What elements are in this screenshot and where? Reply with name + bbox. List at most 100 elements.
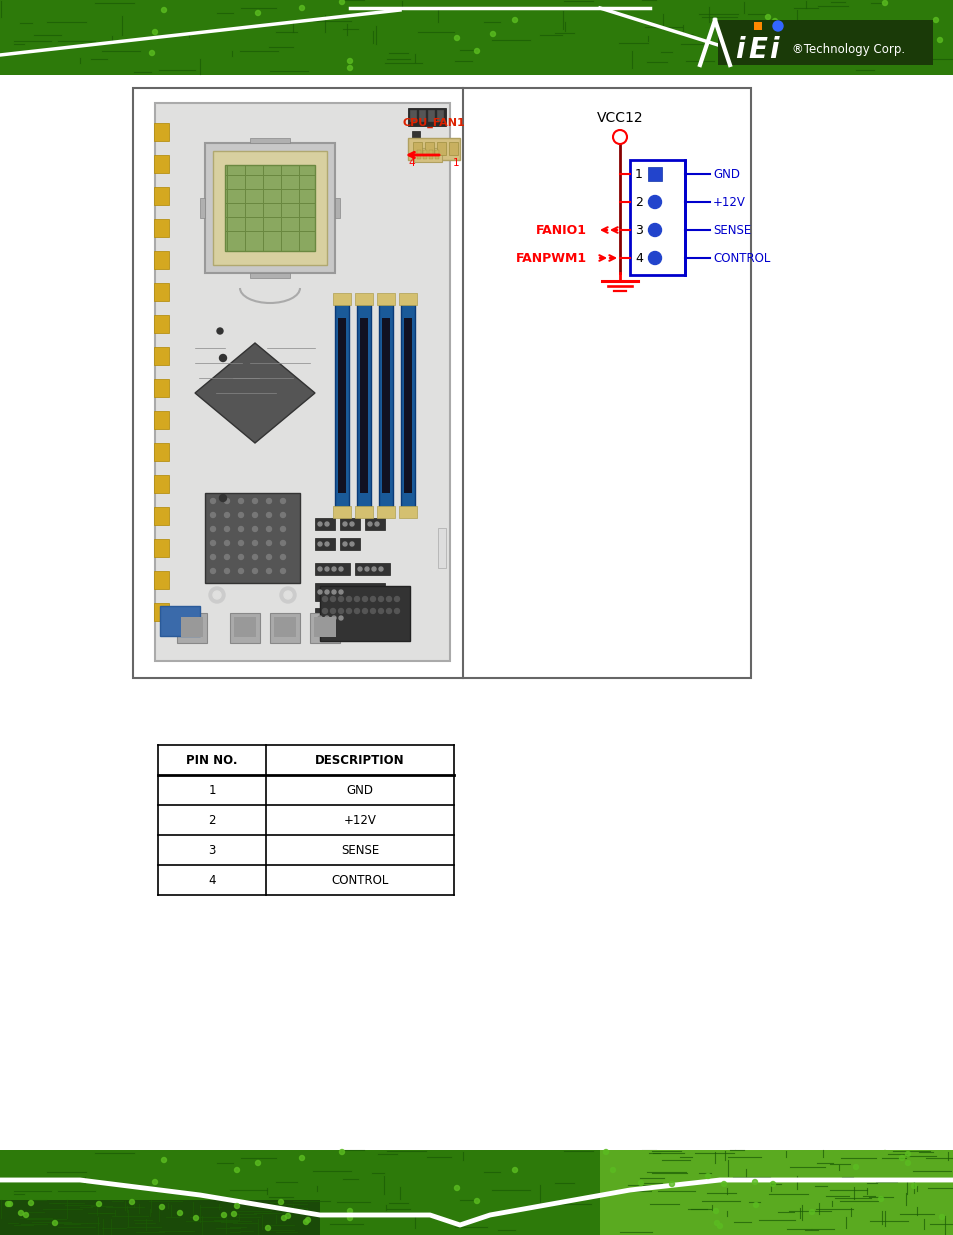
- Circle shape: [378, 597, 383, 601]
- Circle shape: [284, 592, 292, 599]
- Circle shape: [211, 513, 215, 517]
- Circle shape: [346, 597, 351, 601]
- Bar: [250, 273, 290, 278]
- Circle shape: [474, 1198, 479, 1203]
- Circle shape: [224, 526, 230, 531]
- Circle shape: [317, 590, 322, 594]
- Circle shape: [224, 541, 230, 546]
- Circle shape: [150, 51, 154, 56]
- Circle shape: [285, 1214, 291, 1219]
- Text: VCC12: VCC12: [596, 111, 642, 125]
- Text: DESCRIPTION: DESCRIPTION: [314, 753, 404, 767]
- Circle shape: [266, 526, 272, 531]
- Circle shape: [216, 329, 223, 333]
- Circle shape: [454, 36, 459, 41]
- Bar: [314, 583, 385, 601]
- Bar: [205, 143, 335, 273]
- Bar: [314, 608, 365, 629]
- Circle shape: [350, 522, 354, 526]
- Circle shape: [213, 592, 221, 599]
- Bar: [365, 517, 385, 530]
- Text: 4: 4: [635, 252, 642, 266]
- Polygon shape: [194, 343, 314, 443]
- Circle shape: [669, 1182, 674, 1187]
- Circle shape: [177, 1210, 182, 1215]
- Circle shape: [603, 1150, 608, 1155]
- Circle shape: [325, 567, 329, 571]
- Circle shape: [6, 1202, 10, 1207]
- Circle shape: [238, 526, 243, 531]
- Circle shape: [395, 609, 399, 614]
- Circle shape: [255, 11, 260, 16]
- Bar: [205, 493, 299, 583]
- Bar: [413, 142, 421, 156]
- Bar: [599, 1150, 953, 1235]
- Bar: [436, 110, 443, 122]
- Circle shape: [253, 541, 257, 546]
- Circle shape: [347, 58, 352, 63]
- Circle shape: [512, 1167, 517, 1172]
- Circle shape: [325, 542, 329, 546]
- Circle shape: [339, 0, 344, 5]
- Bar: [0, 1200, 319, 1235]
- Text: FANIO1: FANIO1: [536, 224, 586, 236]
- Text: 1: 1: [635, 168, 642, 182]
- Text: E: E: [748, 36, 767, 64]
- Bar: [225, 165, 314, 251]
- Circle shape: [764, 1165, 770, 1170]
- Circle shape: [339, 1150, 344, 1155]
- Bar: [753, 22, 761, 30]
- Circle shape: [713, 1209, 718, 1214]
- Circle shape: [280, 513, 285, 517]
- Circle shape: [898, 1197, 902, 1202]
- Circle shape: [386, 597, 391, 601]
- Bar: [599, 1150, 953, 1235]
- Circle shape: [238, 513, 243, 517]
- Circle shape: [325, 616, 329, 620]
- Circle shape: [280, 555, 285, 559]
- Circle shape: [330, 597, 335, 601]
- Text: CPU_FAN1: CPU_FAN1: [402, 117, 465, 128]
- Bar: [416, 149, 420, 159]
- Circle shape: [368, 522, 372, 526]
- Bar: [359, 317, 368, 493]
- Circle shape: [648, 224, 660, 236]
- Circle shape: [253, 568, 257, 573]
- Text: FANPWM1: FANPWM1: [516, 252, 586, 264]
- Circle shape: [234, 1203, 239, 1209]
- Bar: [270, 613, 299, 643]
- Circle shape: [904, 1161, 909, 1166]
- Circle shape: [939, 1214, 943, 1219]
- Text: i: i: [768, 36, 778, 64]
- Circle shape: [474, 48, 479, 53]
- Circle shape: [303, 1219, 308, 1224]
- Bar: [230, 613, 260, 643]
- Circle shape: [780, 56, 784, 61]
- Text: GND: GND: [712, 168, 740, 182]
- Circle shape: [219, 354, 226, 362]
- Circle shape: [346, 609, 351, 614]
- Bar: [181, 618, 203, 637]
- Bar: [153, 251, 169, 269]
- Bar: [428, 110, 435, 122]
- Circle shape: [343, 522, 347, 526]
- Bar: [376, 293, 395, 305]
- Circle shape: [280, 541, 285, 546]
- Circle shape: [338, 616, 343, 620]
- Circle shape: [224, 499, 230, 504]
- Bar: [153, 379, 169, 396]
- Circle shape: [130, 1199, 134, 1204]
- Circle shape: [772, 21, 782, 31]
- Circle shape: [365, 567, 369, 571]
- Circle shape: [357, 567, 361, 571]
- Text: SENSE: SENSE: [340, 844, 378, 857]
- Bar: [418, 110, 426, 122]
- Circle shape: [159, 1204, 164, 1209]
- Circle shape: [161, 7, 167, 12]
- Circle shape: [882, 1151, 886, 1156]
- Circle shape: [305, 1218, 310, 1223]
- Circle shape: [705, 1173, 710, 1178]
- Circle shape: [265, 1225, 271, 1230]
- Circle shape: [372, 567, 375, 571]
- Bar: [153, 538, 169, 557]
